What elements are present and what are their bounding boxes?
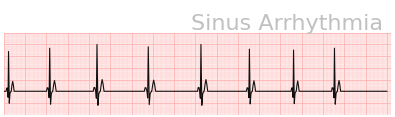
Text: Sinus Arrhythmia: Sinus Arrhythmia bbox=[191, 14, 383, 34]
